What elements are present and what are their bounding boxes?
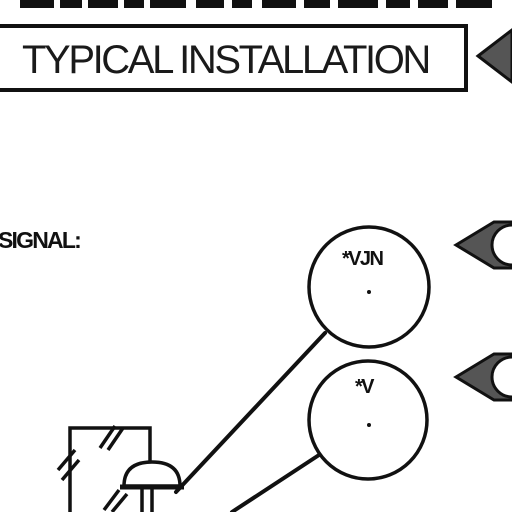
ref-marker-bubble-2 [453, 352, 512, 402]
signal-label: SIGNAL: [0, 227, 80, 253]
page-title: TYPICAL INSTALLATION [22, 38, 429, 82]
instrument-bubble-v: *V [307, 359, 429, 481]
bubble-tag-v: *V [355, 376, 375, 398]
instrument-bubble-vjn: *VJN [307, 225, 431, 349]
valve-actuator [56, 425, 184, 512]
bubble-tag-vjn: *VJN [342, 248, 383, 270]
ref-marker-bubble-1 [453, 220, 512, 270]
header-ref-marker [475, 28, 512, 84]
cropped-top-line [20, 0, 492, 8]
leader-line-upper [174, 331, 327, 494]
leader-line-lower [230, 453, 321, 512]
header-frame [0, 24, 468, 92]
